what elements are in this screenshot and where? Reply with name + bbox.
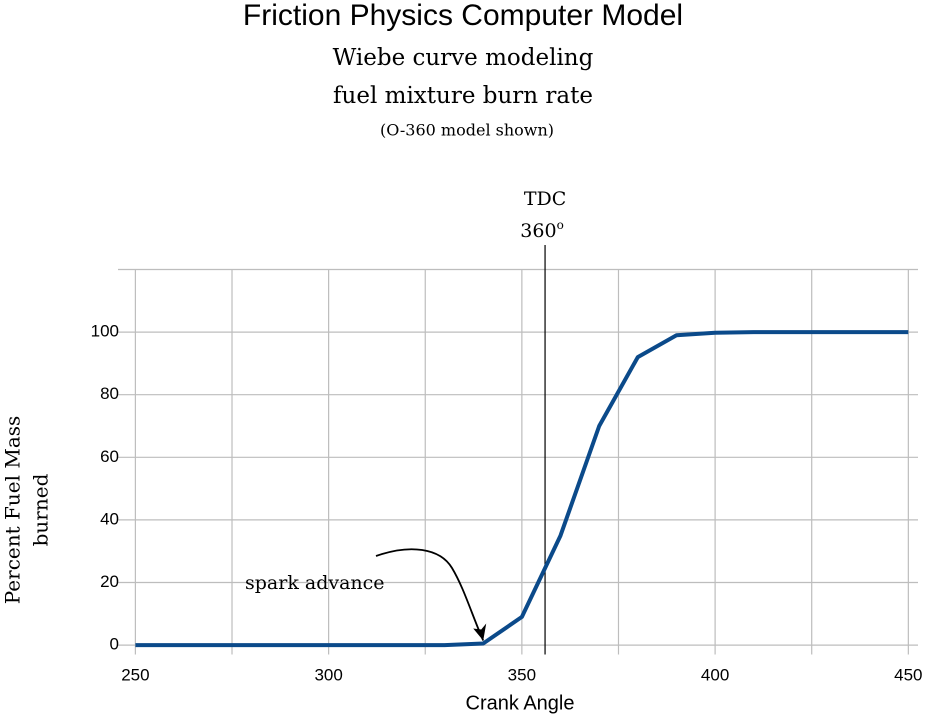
annotation-arrowhead bbox=[473, 623, 487, 641]
y-tick-label: 40 bbox=[100, 509, 119, 528]
subtitle: Wiebe curve modeling bbox=[333, 45, 594, 71]
data-line bbox=[135, 330, 909, 648]
y-tick-label: 60 bbox=[100, 447, 119, 466]
y-tick-label: 0 bbox=[110, 635, 119, 654]
x-tick-label: 300 bbox=[314, 665, 342, 684]
chart-title: Friction Physics Computer Model bbox=[243, 0, 683, 32]
y-tick-label: 100 bbox=[91, 322, 119, 341]
subtitle-note: (O-360 model shown) bbox=[380, 121, 554, 140]
y-tick-label: 80 bbox=[100, 384, 119, 403]
x-tick-label: 450 bbox=[894, 665, 922, 684]
x-tick-label: 400 bbox=[701, 665, 729, 684]
annotation-text: spark advance bbox=[245, 572, 385, 594]
y-axis-label: Percent Fuel Mass bbox=[1, 416, 25, 605]
tdc-angle-value: 360 bbox=[520, 220, 556, 242]
x-tick-label: 250 bbox=[121, 665, 149, 684]
subtitle: fuel mixture burn rate bbox=[333, 83, 593, 109]
annotation-arrow bbox=[375, 548, 485, 641]
tdc-angle: 360o bbox=[520, 218, 564, 243]
x-tick-label: 350 bbox=[508, 665, 536, 684]
y-axis-label: burned bbox=[29, 473, 53, 546]
y-tick-label: 20 bbox=[100, 572, 119, 591]
tdc-label: TDC bbox=[524, 188, 566, 210]
x-axis-label: Crank Angle bbox=[466, 692, 575, 714]
y-axis-label-group: Percent Fuel Mass burned bbox=[1, 416, 53, 605]
tdc-degree: o bbox=[557, 218, 564, 232]
